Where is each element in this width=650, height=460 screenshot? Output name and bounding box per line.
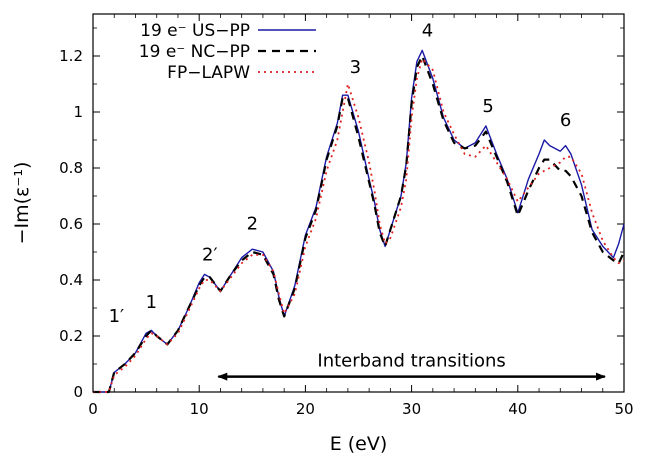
arrow-annotation: Interband transitions (217, 351, 606, 381)
legend-label: 19 e⁻ US−PP (140, 21, 250, 41)
x-tick-label: 40 (508, 400, 527, 418)
series-line-0 (93, 49, 625, 393)
plot-frame (92, 13, 625, 393)
x-tick-label: 10 (190, 400, 209, 418)
x-tick-label: 20 (296, 400, 315, 418)
y-tick-label: 0.6 (59, 215, 83, 233)
y-tick-label: 0 (73, 383, 83, 401)
legend-label: 19 e⁻ NC−PP (139, 42, 250, 62)
x-tick-label: 0 (88, 400, 98, 418)
peak-label: 6 (560, 110, 571, 131)
y-tick-label: 1.2 (59, 47, 83, 65)
peak-label: 2 (247, 214, 258, 235)
y-axis: 0 0.2 0.4 0.6 0.8 1 1.2 (59, 27, 624, 401)
x-tick-label: 30 (402, 400, 421, 418)
y-tick-label: 1 (73, 103, 83, 121)
annotations: 1′ 1 2′ 2 3 4 5 6 (109, 20, 572, 327)
peak-label: 1 (146, 292, 157, 313)
y-tick-label: 0.2 (59, 327, 83, 345)
peak-label: 3 (350, 57, 361, 78)
peak-label: 4 (422, 20, 433, 41)
x-axis: 0 10 20 30 40 50 (88, 14, 634, 418)
y-tick-label: 0.8 (59, 159, 83, 177)
interband-arrow-label: Interband transitions (317, 351, 505, 372)
peak-label: 5 (482, 96, 493, 117)
x-axis-label: E (eV) (330, 433, 388, 455)
peak-label: 1′ (109, 306, 125, 327)
y-axis-label: −Im(ε⁻¹) (11, 162, 33, 245)
plot-area (92, 13, 625, 393)
y-tick-label: 0.4 (59, 271, 83, 289)
peak-label: 2′ (202, 244, 218, 265)
series-lines (93, 49, 625, 394)
series-line-1 (93, 54, 625, 394)
legend-label: FP−LAPW (167, 63, 250, 83)
x-tick-label: 50 (614, 400, 633, 418)
series-line-2 (93, 57, 625, 393)
